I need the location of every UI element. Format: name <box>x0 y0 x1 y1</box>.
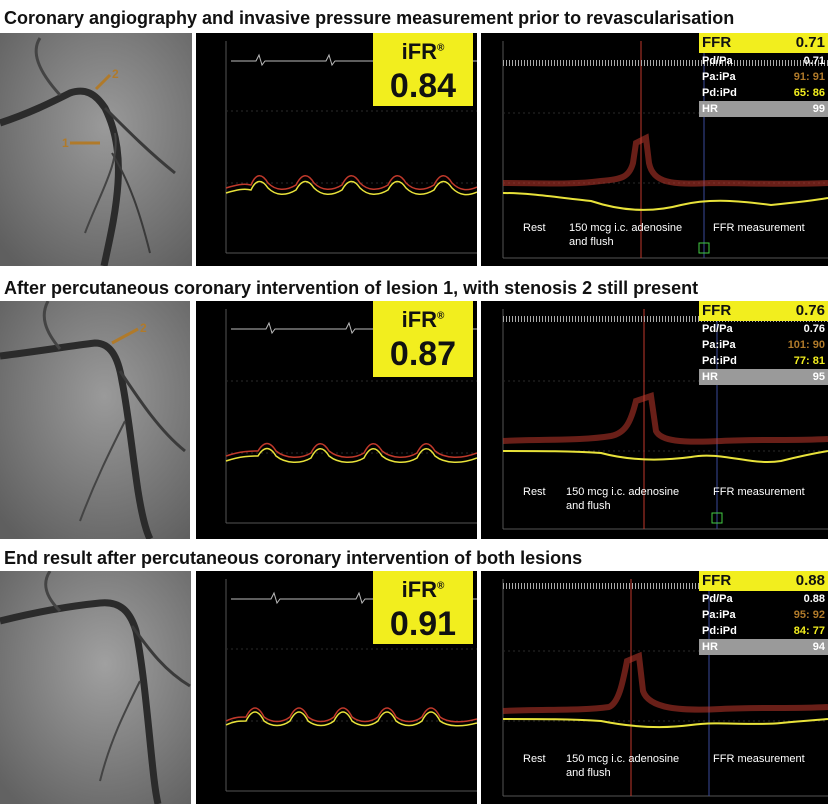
adenosine-label: 150 mcg i.c. adenosine <box>566 486 680 498</box>
paipa-label: Pa:iPa <box>702 609 736 621</box>
ffr-pressure-trace: FFR 0.88 Pd/Pa 0.88 Pa:iPa 95: 92 Pd:iPd 84:… <box>481 571 828 804</box>
rest-label: Rest <box>523 486 546 498</box>
ifr-label: iFR <box>401 307 438 332</box>
hr-value: 95 <box>812 371 825 383</box>
ifr-label: iFR <box>401 39 438 64</box>
angiogram-image <box>0 571 191 804</box>
paipa-label: Pa:iPa <box>702 339 736 351</box>
ifr-value: 0.84 <box>389 67 457 105</box>
pdipd-value: 84: 77 <box>793 625 825 637</box>
ifr-pressure-trace: iFR® 0.91 <box>196 571 477 804</box>
ifr-result-box: iFR® 0.91 <box>373 571 473 644</box>
ffr-label: FFR <box>702 302 732 319</box>
lesion-label: 1 <box>62 136 69 150</box>
ifr-pressure-trace: iFR® 0.87 <box>196 301 477 539</box>
ffr-value: 0.76 <box>795 302 825 319</box>
pdipd-label: Pd:iPd <box>702 625 737 637</box>
pdpa-label: Pd/Pa <box>702 593 733 605</box>
paipa-label: Pa:iPa <box>702 71 736 83</box>
hr-label: HR <box>702 371 718 383</box>
pdpa-label: Pd/Pa <box>702 323 733 335</box>
ffr-stats-box: FFR 0.71 Pd/Pa 0.71 Pa:iPa 91: 91 Pd:iPd 65:… <box>699 33 828 117</box>
ffr-pressure-trace: FFR 0.76 Pd/Pa 0.76 Pa:iPa 101: 90 Pd:iPd 77… <box>481 301 828 539</box>
adenosine-label: 150 mcg i.c. adenosine <box>569 222 683 234</box>
ifr-label: iFR <box>401 577 438 602</box>
flush-label: and flush <box>566 500 611 512</box>
ffr-value: 0.88 <box>795 572 825 589</box>
pdpa-value: 0.76 <box>803 323 825 335</box>
adenosine-label: 150 mcg i.c. adenosine <box>566 753 680 765</box>
hr-value: 94 <box>812 641 825 653</box>
hr-label: HR <box>702 103 718 115</box>
section-1-heading: Coronary angiography and invasive pressu… <box>4 8 735 28</box>
ifr-value: 0.87 <box>389 335 457 373</box>
flush-label: and flush <box>569 236 614 248</box>
paipa-value: 91: 91 <box>793 71 825 83</box>
ffr-measurement-label: FFR measurement <box>713 486 805 498</box>
registered-mark: ® <box>437 580 445 592</box>
ffr-value: 0.71 <box>795 34 825 51</box>
ifr-value: 0.91 <box>389 605 457 643</box>
ffr-pressure-trace: FFR 0.71 Pd/Pa 0.71 Pa:iPa 91: 91 Pd:iPd 65:… <box>481 33 828 266</box>
rest-label: Rest <box>523 753 546 765</box>
pdipd-value: 65: 86 <box>793 87 825 99</box>
registered-mark: ® <box>437 310 445 322</box>
pdipd-value: 77: 81 <box>793 355 825 367</box>
ffr-label: FFR <box>702 572 732 589</box>
ffr-stats-box: FFR 0.88 Pd/Pa 0.88 Pa:iPa 95: 92 Pd:iPd 84:… <box>699 571 828 655</box>
registered-mark: ® <box>437 42 445 54</box>
ffr-measurement-label: FFR measurement <box>713 753 805 765</box>
flush-label: and flush <box>566 767 611 779</box>
lesion-label: 2 <box>140 321 147 335</box>
section-2-heading: After percutaneous coronary intervention… <box>4 278 699 298</box>
ifr-pressure-trace: iFR® 0.84 <box>196 33 477 266</box>
hr-value: 99 <box>812 103 825 115</box>
paipa-value: 101: 90 <box>787 339 825 351</box>
pdpa-value: 0.88 <box>803 593 825 605</box>
section-3-heading: End result after percutaneous coronary i… <box>4 548 583 568</box>
lesion-label: 2 <box>112 67 119 81</box>
pdpa-value: 0.71 <box>803 55 825 67</box>
ffr-measurement-label: FFR measurement <box>713 222 805 234</box>
ffr-stats-box: FFR 0.76 Pd/Pa 0.76 Pa:iPa 101: 90 Pd:iPd 77… <box>699 301 828 385</box>
ifr-result-box: iFR® 0.84 <box>373 33 473 106</box>
pdipd-label: Pd:iPd <box>702 355 737 367</box>
ffr-label: FFR <box>702 34 732 51</box>
pdipd-label: Pd:iPd <box>702 87 737 99</box>
paipa-value: 95: 92 <box>793 609 825 621</box>
angiogram-image: 2 <box>0 301 190 539</box>
pdpa-label: Pd/Pa <box>702 55 733 67</box>
rest-label: Rest <box>523 222 546 234</box>
hr-label: HR <box>702 641 718 653</box>
ifr-result-box: iFR® 0.87 <box>373 301 473 377</box>
angiogram-image: 2 1 <box>0 33 192 266</box>
